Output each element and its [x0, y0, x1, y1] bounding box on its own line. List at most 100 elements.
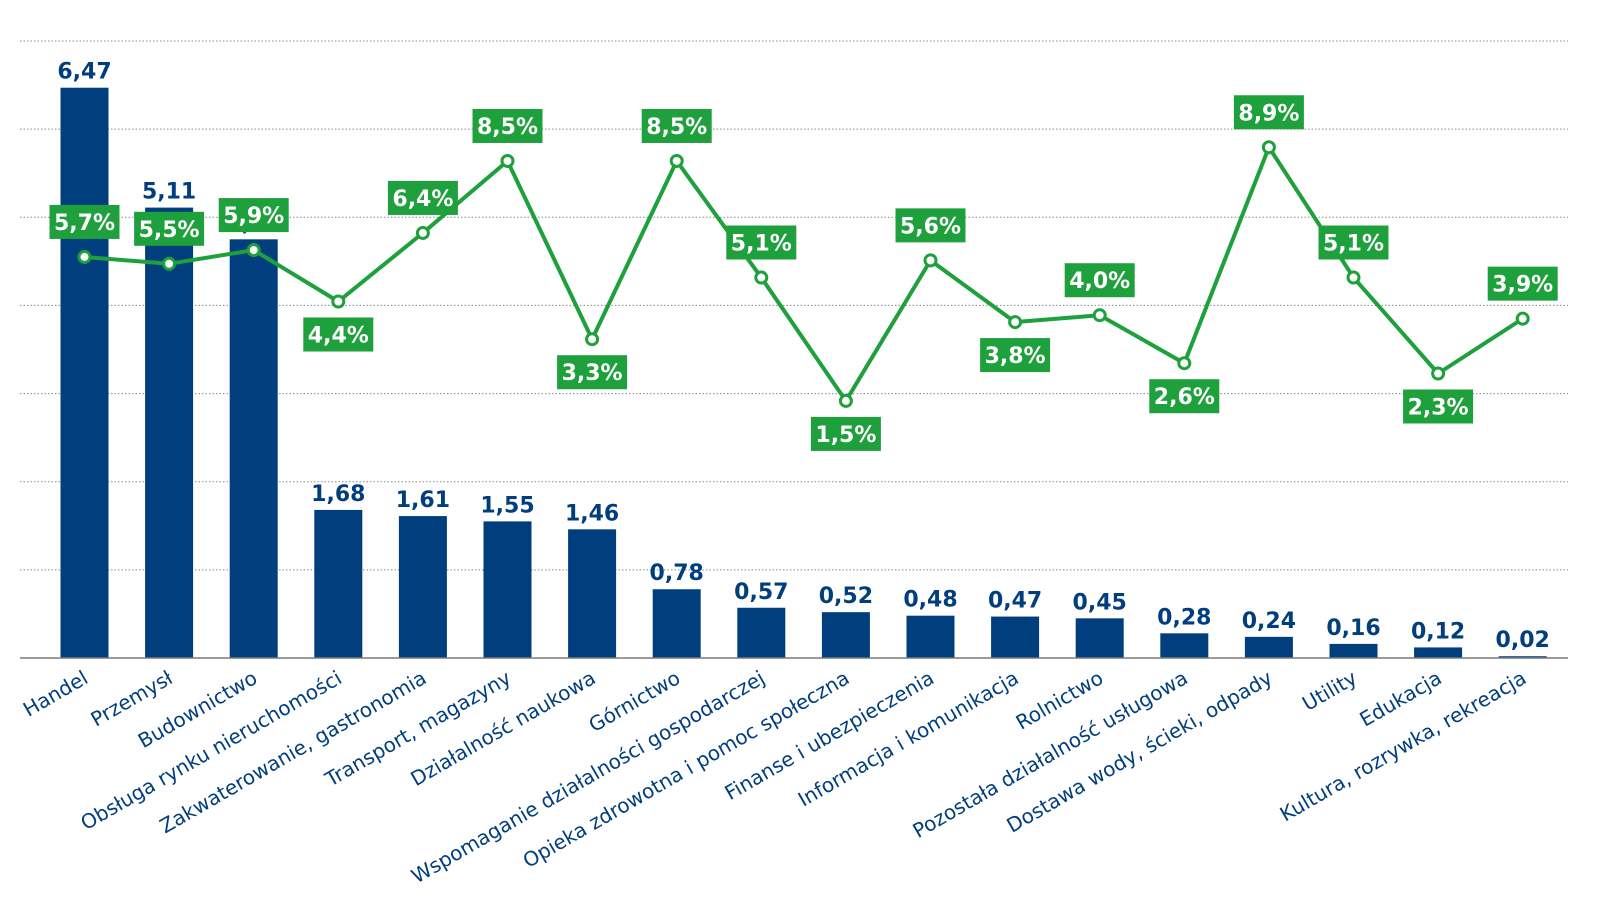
- bar-value-label: 5,11: [142, 180, 196, 205]
- line-value-label-text: 5,7%: [54, 211, 115, 236]
- bar: [737, 607, 786, 658]
- line-value-label-box: [49, 204, 120, 239]
- bar: [652, 589, 701, 658]
- line-point: [923, 253, 938, 268]
- line-value-label: 8,9%: [1233, 95, 1304, 130]
- bar: [906, 615, 955, 658]
- bar: [60, 87, 109, 659]
- bar-value-label: 1,68: [311, 482, 365, 507]
- bar: [1498, 656, 1547, 658]
- line-point: [77, 249, 92, 264]
- line-value-label-box: [641, 108, 712, 143]
- line-point: [1431, 366, 1446, 381]
- line-value-label: 8,5%: [472, 108, 543, 143]
- line-value-label-text: 6,4%: [392, 187, 453, 212]
- bar-value-label: 0,52: [819, 584, 873, 609]
- line-value-label: 5,9%: [218, 198, 289, 233]
- line-point: [162, 256, 177, 271]
- line-value-label-box: [895, 208, 966, 243]
- line-value-label: 5,5%: [134, 211, 205, 246]
- line-value-label: 4,4%: [303, 317, 374, 352]
- bar: [1075, 618, 1124, 658]
- line-value-label-text: 5,9%: [223, 204, 284, 229]
- bar-value-label: 0,24: [1242, 609, 1296, 634]
- line-value-label-text: 3,9%: [1492, 273, 1553, 298]
- bar: [229, 239, 278, 659]
- line-value-label-text: 3,8%: [985, 344, 1046, 369]
- line-point: [1008, 315, 1023, 330]
- line-point: [500, 153, 515, 168]
- line-point: [415, 225, 430, 240]
- line-value-label: 5,6%: [895, 208, 966, 243]
- line-value-label: 2,6%: [1149, 379, 1220, 414]
- bar-value-label: 1,61: [396, 488, 450, 513]
- line-value-label-box: [134, 211, 205, 246]
- line-value-label-text: 5,1%: [1323, 232, 1384, 257]
- line-point: [1261, 140, 1276, 155]
- bar: [398, 516, 447, 658]
- line-value-label-text: 4,0%: [1069, 269, 1130, 294]
- line-value-label-box: [1149, 379, 1220, 414]
- bar-value-label: 0,02: [1496, 628, 1550, 653]
- category-label: Utility: [1298, 665, 1361, 715]
- bar-value-label: 0,57: [734, 580, 788, 605]
- line-value-label: 5,1%: [726, 225, 797, 260]
- bar-value-label: 0,12: [1411, 619, 1465, 644]
- line-value-label: 1,5%: [810, 416, 881, 451]
- bar-value-label: 1,55: [480, 493, 534, 518]
- line-value-label-box: [1487, 266, 1558, 301]
- bar: [1160, 633, 1209, 658]
- line-value-label: 3,8%: [980, 338, 1051, 373]
- line-value-label-text: 8,5%: [646, 115, 707, 140]
- bar: [568, 529, 617, 658]
- line-value-label-text: 8,5%: [477, 115, 538, 140]
- bar-series: [60, 87, 1547, 659]
- line-point: [669, 153, 684, 168]
- line-value-label-text: 3,3%: [562, 361, 623, 386]
- line-value-label: 6,4%: [387, 180, 458, 215]
- line-path: [84, 145, 1524, 403]
- line-value-label-box: [218, 198, 289, 233]
- line-value-label: 5,7%: [49, 204, 120, 239]
- line-point: [1515, 311, 1530, 326]
- bar: [145, 207, 194, 658]
- line-value-label-text: 5,1%: [731, 232, 792, 257]
- line-point: [838, 393, 853, 408]
- line-point: [246, 243, 261, 258]
- bar-value-label: 6,47: [57, 60, 111, 85]
- line-point: [1092, 308, 1107, 323]
- line-value-label-text: 4,4%: [308, 324, 369, 349]
- bar-value-label: 0,16: [1326, 616, 1380, 641]
- line-value-label-text: 5,6%: [900, 214, 961, 239]
- bar-value-label: 1,46: [565, 501, 619, 526]
- line-point: [754, 270, 769, 285]
- bar: [991, 616, 1040, 658]
- line-value-label-box: [810, 416, 881, 451]
- bar: [1329, 643, 1378, 658]
- bar: [821, 612, 870, 658]
- line-value-label-text: 2,6%: [1154, 385, 1215, 410]
- line-value-label-box: [557, 355, 628, 390]
- line-value-label-box: [1233, 95, 1304, 130]
- line-value-label-box: [303, 317, 374, 352]
- line-value-label-box: [1064, 263, 1135, 298]
- bar: [483, 521, 532, 658]
- bar-value-label: 0,28: [1157, 605, 1211, 630]
- line-point: [331, 294, 346, 309]
- line-value-label-text: 1,5%: [815, 423, 876, 448]
- bar: [1414, 647, 1463, 658]
- line-value-label: 3,9%: [1487, 266, 1558, 301]
- gridlines: [20, 40, 1568, 571]
- bar-value-label: 0,45: [1073, 590, 1127, 615]
- line-value-label-box: [1403, 389, 1474, 424]
- line-value-label-box: [1318, 225, 1389, 260]
- line-value-label-box: [980, 338, 1051, 373]
- line-value-label-text: 5,5%: [139, 218, 200, 243]
- bar-value-label: 0,48: [903, 588, 957, 613]
- bar-value-label: 0,78: [650, 561, 704, 586]
- line-point: [1177, 356, 1192, 371]
- line-value-label: 4,0%: [1064, 263, 1135, 298]
- line-value-label-box: [387, 180, 458, 215]
